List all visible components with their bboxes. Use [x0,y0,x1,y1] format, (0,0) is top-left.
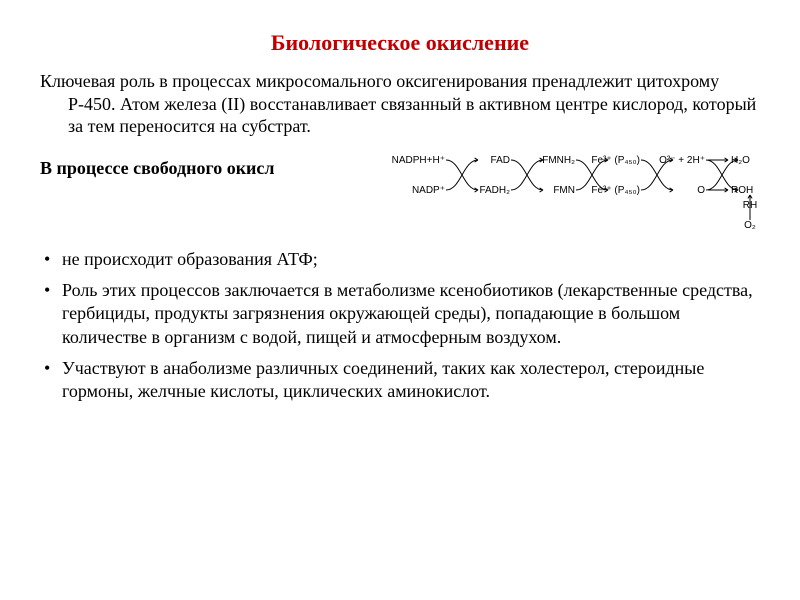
list-item: Участвуют в анаболизме различных соедине… [62,357,760,404]
svg-text:O₂: O₂ [744,220,756,231]
svg-text:FMNH₂: FMNH₂ [542,155,575,166]
electron-chain-svg: NADPH+H⁺ NADP⁺ FAD FADH₂ FMNH₂ FMN Fe³⁺ (P₄₅₀)… [390,148,760,238]
svg-text:NADPH+H⁺: NADPH+H⁺ [392,155,445,166]
svg-text:NADP⁺: NADP⁺ [412,185,445,196]
svg-text:FMN: FMN [553,185,575,196]
svg-text:FADH₂: FADH₂ [479,185,510,196]
slide-title: Биологическое окисление [40,30,760,56]
svg-text:O: O [697,185,705,196]
list-item: не происходит образования АТФ; [62,248,760,271]
electron-chain-diagram: NADPH+H⁺ NADP⁺ FAD FADH₂ FMNH₂ FMN Fe³⁺ (P₄₅₀)… [390,148,760,242]
svg-text:FAD: FAD [491,155,510,166]
diagram-row: NADPH+H⁺ NADP⁺ FAD FADH₂ FMNH₂ FMN Fe³⁺ (P₄₅₀)… [40,158,760,248]
svg-text:ROH: ROH [731,185,753,196]
list-item: Роль этих процессов заключается в метабо… [62,279,760,349]
svg-text:Fe²⁺ (P₄₅₀): Fe²⁺ (P₄₅₀) [591,185,640,196]
bullet-list: не происходит образования АТФ; Роль этих… [40,248,760,404]
svg-text:O²⁻ + 2H⁺: O²⁻ + 2H⁺ [659,155,705,166]
lead-paragraph: Ключевая роль в процессах микросомальног… [40,70,760,138]
svg-text:Fe³⁺ (P₄₅₀): Fe³⁺ (P₄₅₀) [591,155,640,166]
